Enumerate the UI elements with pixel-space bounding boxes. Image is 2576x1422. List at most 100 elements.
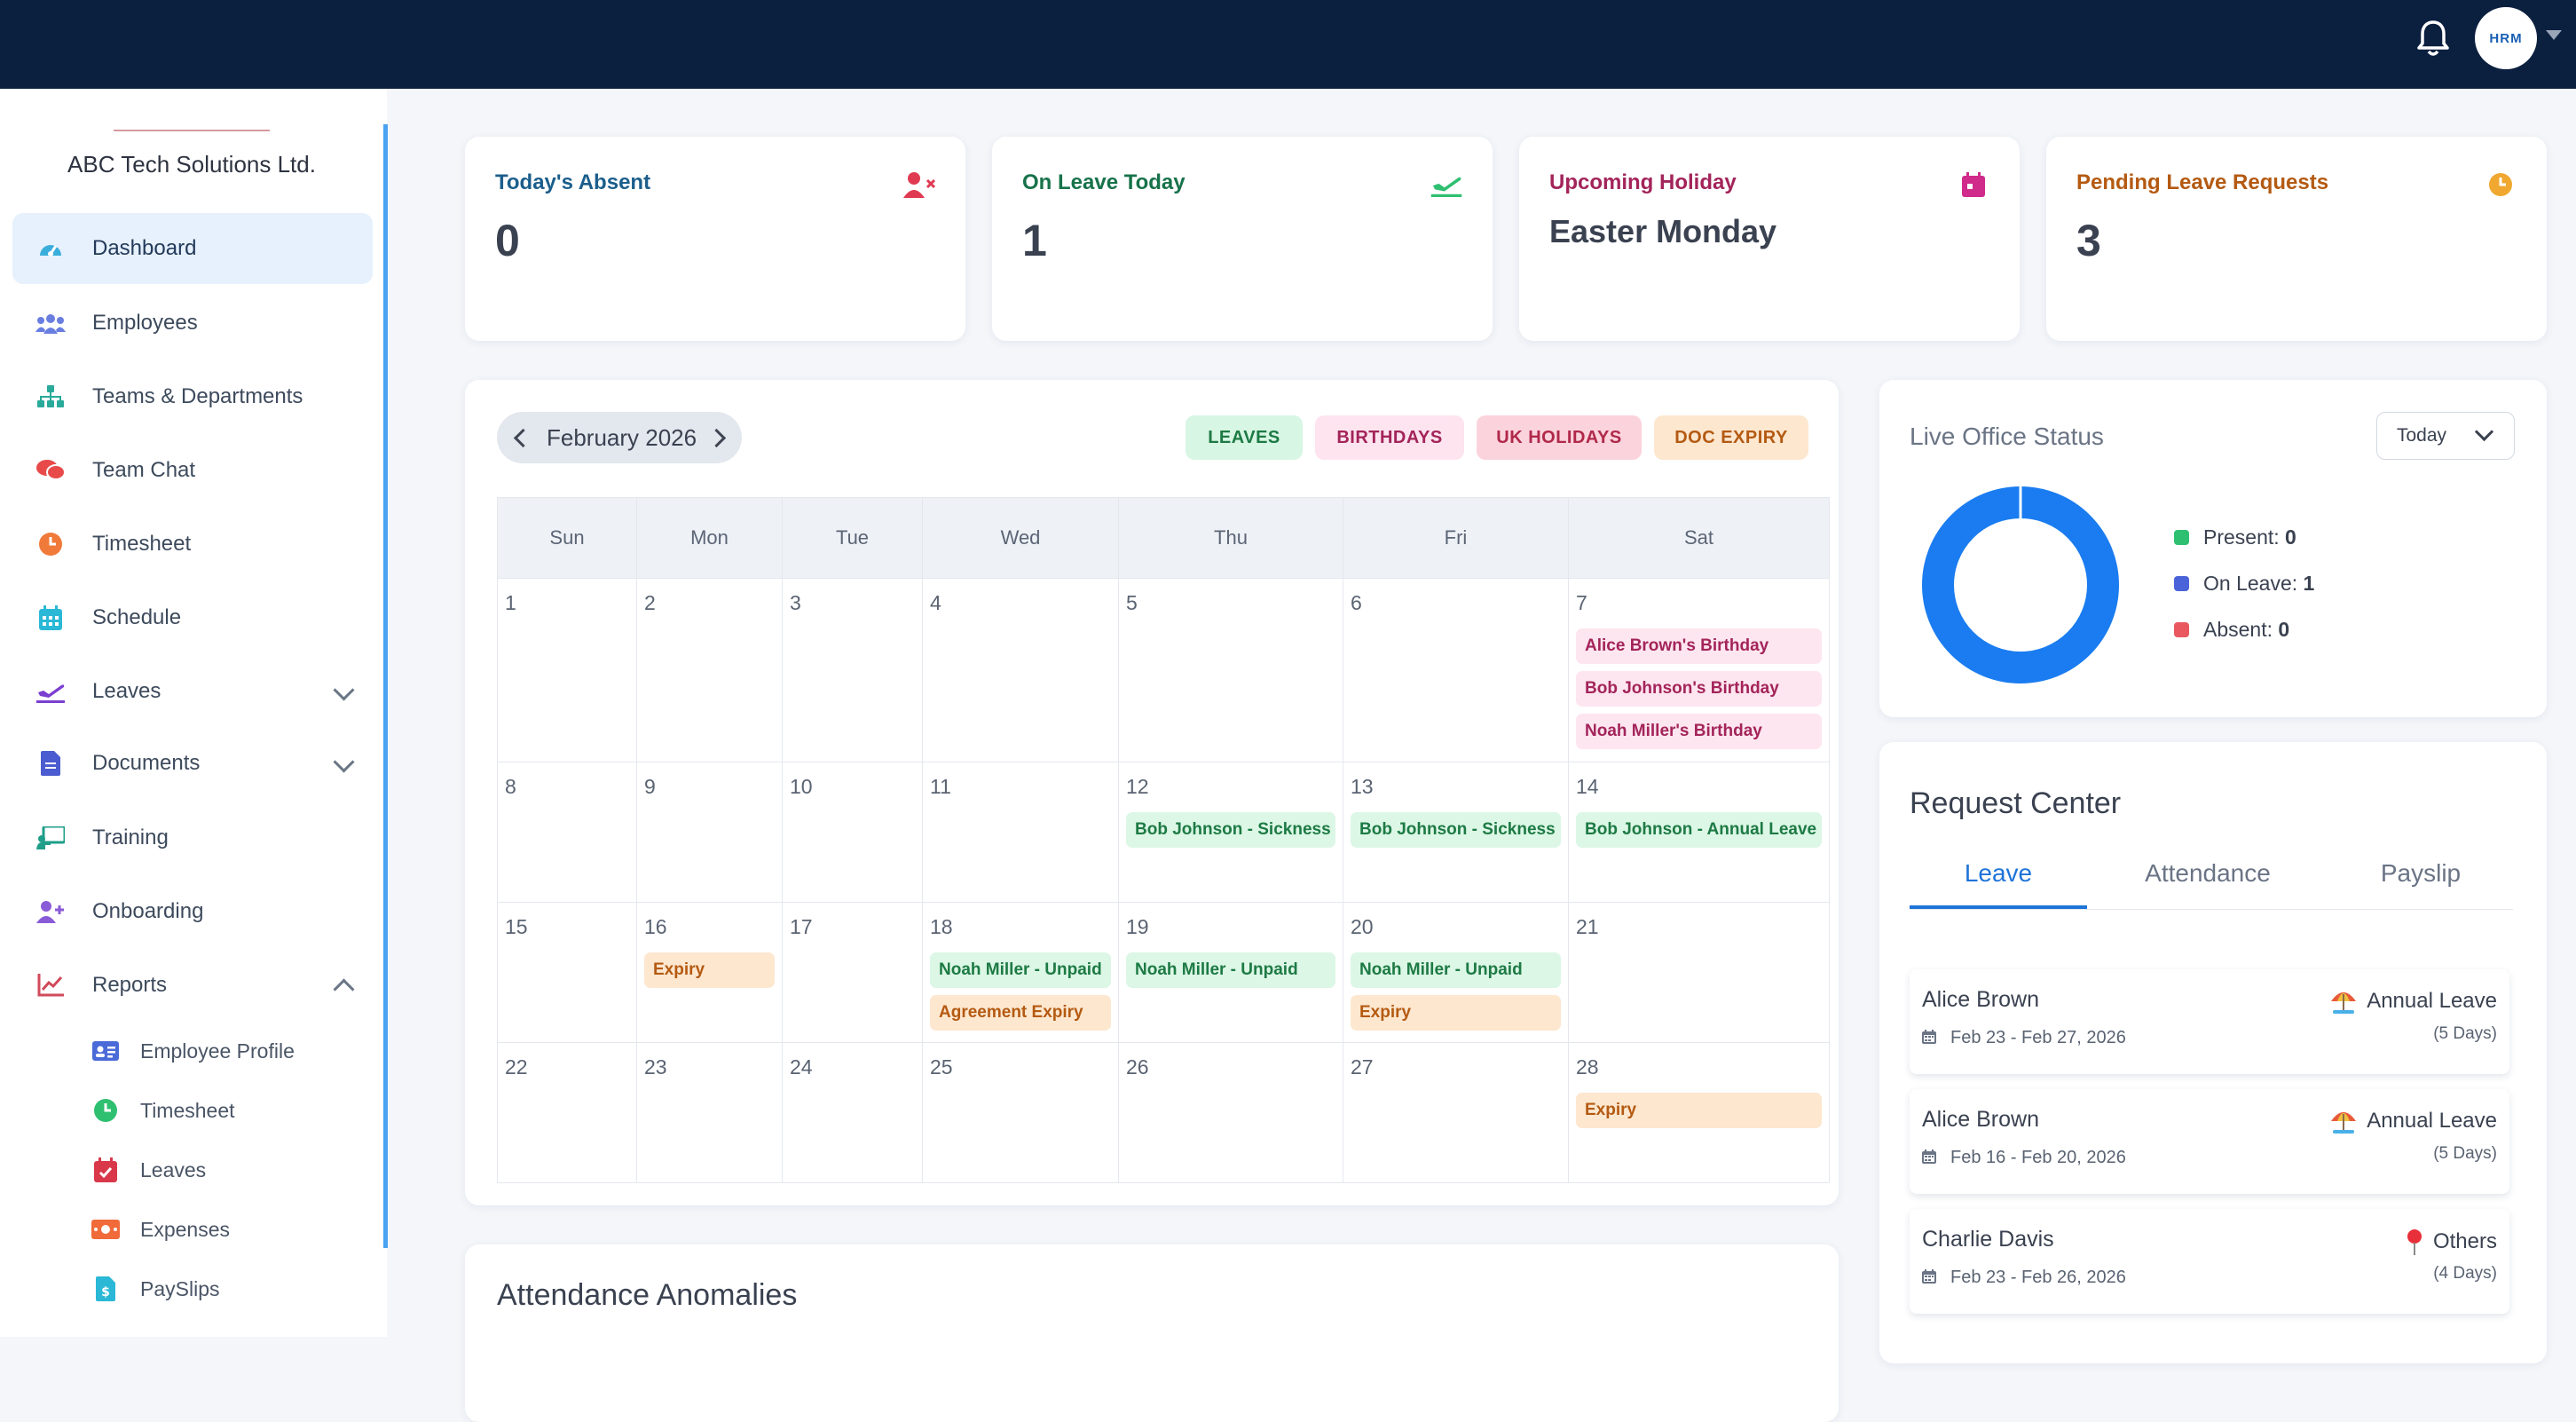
sidebar-subitem-expenses[interactable]: Expenses [91,1205,383,1254]
sidebar-item-label: Leaves [92,679,161,703]
calendar-day-cell[interactable]: 16 Expiry [636,902,783,1043]
calendar-icon [35,603,66,633]
day-number: 21 [1576,915,1599,938]
calendar-day-cell[interactable]: 6 [1343,578,1569,762]
day-number: 27 [1351,1055,1374,1078]
filter-doc-expiry-button[interactable]: DOC EXPIRY [1654,415,1808,460]
sidebar-item-leaves[interactable]: Leaves [12,656,373,727]
section-title: Live Office Status [1910,423,2104,450]
calendar-day-cell[interactable]: 2 [636,578,783,762]
calendar-day-cell[interactable]: 14 Bob Johnson - Annual Leave [1568,762,1830,903]
calendar-day-cell[interactable]: 25 [922,1042,1119,1183]
calendar-day-cell[interactable]: 7 Alice Brown's Birthday Bob Johnson's Bir… [1568,578,1830,762]
stat-title: Today's Absent [495,170,651,194]
chevron-left-icon[interactable] [513,428,533,448]
calendar-event-leave[interactable]: Noah Miller - Unpaid [1351,952,1561,988]
sidebar-subitem-label: Employee Profile [140,1039,295,1063]
day-number: 6 [1351,591,1362,614]
live-office-status-card: Live Office Status Today Present: 0 On L… [1879,380,2547,717]
calendar-day-cell[interactable]: 24 [782,1042,923,1183]
sidebar-item-team-chat[interactable]: Team Chat [12,435,373,506]
calendar-day-cell[interactable]: 5 [1118,578,1343,762]
chevron-down-icon[interactable] [333,751,355,773]
sidebar-scrollbar[interactable] [383,124,388,1248]
calendar-event-leave[interactable]: Bob Johnson - Sickness [1126,812,1335,848]
calendar-day-cell[interactable]: 1 [497,578,637,762]
sidebar-subitem-label: Leaves [140,1157,207,1181]
sidebar-item-teams-departments[interactable]: Teams & Departments [12,361,373,432]
sidebar-item-reports[interactable]: Reports [12,950,373,1021]
sidebar-subitem-timesheet[interactable]: Timesheet [91,1086,383,1135]
stat-card-on-leave-today: On Leave Today 1 [992,137,1493,341]
plane-departure-icon [35,676,66,707]
time-range-dropdown[interactable]: Today [2376,412,2515,460]
calendar-day-cell[interactable]: 26 [1118,1042,1343,1183]
sidebar-item-training[interactable]: Training [12,802,373,873]
sidebar-subitem-employee-profile[interactable]: Employee Profile [91,1026,383,1076]
sidebar-item-label: Training [92,826,169,849]
calendar-event-expiry[interactable]: Agreement Expiry [930,995,1111,1031]
sidebar-subitem-label: PaySlips [140,1276,220,1300]
calendar-day-cell[interactable]: 28 Expiry [1568,1042,1830,1183]
calendar-event-leave[interactable]: Noah Miller - Unpaid [930,952,1111,988]
sidebar-item-label: Reports [92,973,168,997]
calendar-day-cell[interactable]: 21 [1568,902,1830,1043]
chevron-right-icon[interactable] [706,428,727,448]
day-number: 8 [505,775,516,798]
day-number: 28 [1576,1055,1599,1078]
beach-umbrella-icon [2331,1112,2357,1134]
calendar-event-birthday[interactable]: Alice Brown's Birthday [1576,628,1822,664]
calendar-day-cell[interactable]: 13 Bob Johnson - Sickness [1343,762,1569,903]
calendar-grid: Sun Mon Tue Wed Thu Fri Sat 1 2 3 4 5 6 7 Alice… [497,497,1830,1183]
calendar-event-leave[interactable]: Bob Johnson - Annual Leave [1576,812,1822,848]
calendar-day-cell[interactable]: 17 [782,902,923,1043]
calendar-day-cell[interactable]: 22 [497,1042,637,1183]
calendar-day-cell[interactable]: 10 [782,762,923,903]
sidebar-item-timesheet[interactable]: Timesheet [12,509,373,580]
chevron-down-icon[interactable] [333,679,355,701]
calendar-day-cell[interactable]: 19 Noah Miller - Unpaid [1118,902,1343,1043]
leave-request-item[interactable]: Charlie Davis Feb 23 - Feb 26, 2026 Othe… [1910,1209,2509,1314]
request-type: Annual Leave [2329,1109,2497,1134]
user-menu-caret-icon[interactable] [2546,30,2562,40]
sidebar-subitem-leaves[interactable]: Leaves [91,1145,383,1195]
calendar-day-cell[interactable]: 18 Noah Miller - Unpaid Agreement Expiry [922,902,1119,1043]
calendar-day-cell[interactable]: 23 [636,1042,783,1183]
filter-birthdays-button[interactable]: BIRTHDAYS [1315,415,1464,460]
filter-uk-holidays-button[interactable]: UK HOLIDAYS [1477,415,1642,460]
calendar-event-expiry[interactable]: Expiry [1576,1093,1822,1128]
calendar-day-cell[interactable]: 8 [497,762,637,903]
calendar-event-expiry[interactable]: Expiry [644,952,775,988]
calendar-event-birthday[interactable]: Bob Johnson's Birthday [1576,671,1822,707]
calendar-event-leave[interactable]: Bob Johnson - Sickness [1351,812,1561,848]
calendar-day-cell[interactable]: 15 [497,902,637,1043]
calendar-event-expiry[interactable]: Expiry [1351,995,1561,1031]
calendar-day-cell[interactable]: 20 Noah Miller - Unpaid Expiry [1343,902,1569,1043]
calendar-event-leave[interactable]: Noah Miller - Unpaid [1126,952,1335,988]
calendar-event-birthday[interactable]: Noah Miller's Birthday [1576,714,1822,749]
sidebar-item-documents[interactable]: Documents [12,728,373,799]
leave-request-item[interactable]: Alice Brown Feb 23 - Feb 27, 2026 Annual… [1910,969,2509,1074]
chevron-up-icon[interactable] [333,978,355,1000]
tab-attendance[interactable]: Attendance [2145,859,2271,887]
calendar-day-cell[interactable]: 3 [782,578,923,762]
notification-bell-icon[interactable] [2411,16,2455,60]
calendar-day-cell[interactable]: 9 [636,762,783,903]
calendar-day-cell[interactable]: 4 [922,578,1119,762]
tab-leave[interactable]: Leave [1964,859,2033,887]
sidebar-subitem-payslips[interactable]: $ PaySlips [91,1264,383,1314]
money-bill-icon [91,1214,121,1244]
filter-leaves-button[interactable]: LEAVES [1186,415,1303,460]
leave-request-item[interactable]: Alice Brown Feb 16 - Feb 20, 2026 Annual… [1910,1089,2509,1194]
tab-payslip[interactable]: Payslip [2380,859,2462,887]
sidebar-item-dashboard[interactable]: Dashboard [12,213,373,284]
sidebar-item-employees[interactable]: Employees [12,288,373,359]
clock-icon [35,529,66,559]
calendar-day-cell[interactable]: 11 [922,762,1119,903]
calendar-day-cell[interactable]: 27 [1343,1042,1569,1183]
sidebar-item-label: Schedule [92,605,182,629]
calendar-day-cell[interactable]: 12 Bob Johnson - Sickness [1118,762,1343,903]
sidebar-item-schedule[interactable]: Schedule [12,582,373,653]
user-avatar[interactable]: HRM [2475,7,2537,69]
sidebar-item-onboarding[interactable]: Onboarding [12,876,373,947]
